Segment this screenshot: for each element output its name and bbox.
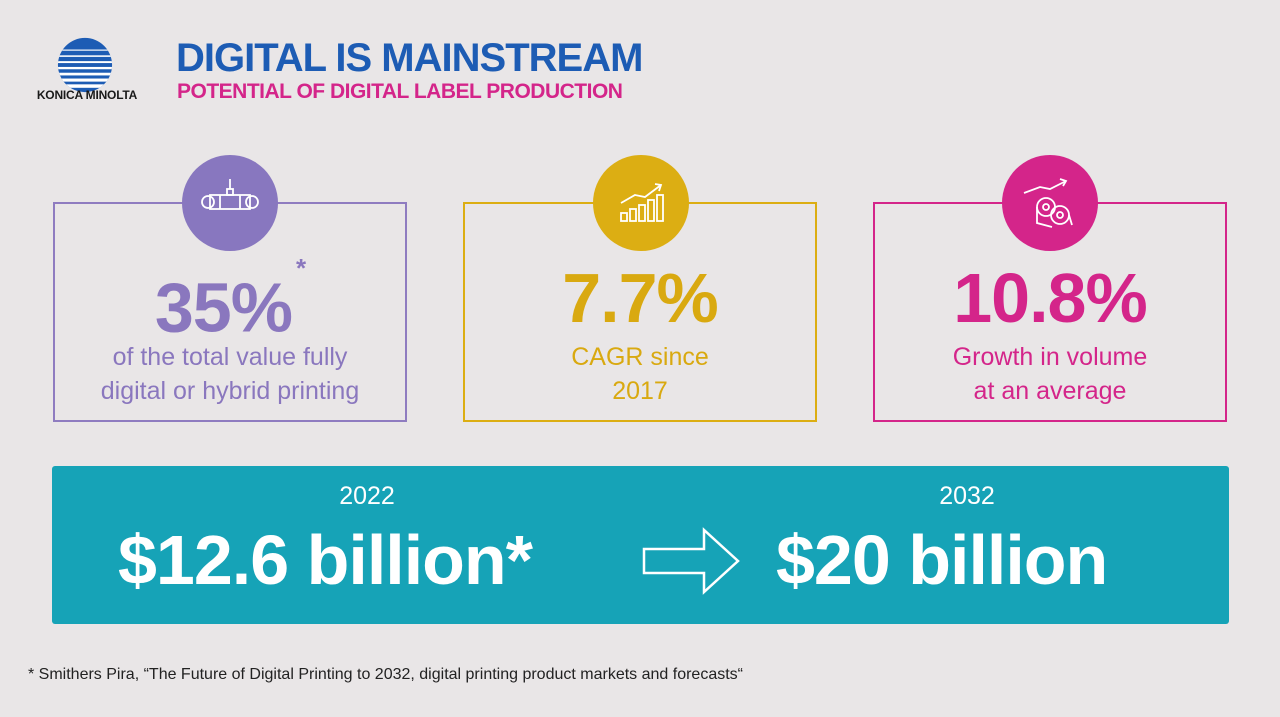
end-market-value: $20 billion: [776, 521, 1108, 599]
brand-logo: KONICA MINOLTA: [26, 36, 148, 106]
market-value-banner: 2022 $12.6 billion* 2032 $20 billion: [52, 466, 1229, 624]
end-year: 2032: [939, 482, 995, 510]
start-market-value: $12.6 billion*: [118, 521, 533, 599]
stat-value: 7.7%: [562, 259, 719, 337]
page-title: DIGITAL IS MAINSTREAM: [176, 36, 643, 80]
arrow-right-icon: [642, 527, 740, 595]
start-year: 2022: [339, 482, 395, 510]
stat-description: CAGR since 2017: [571, 343, 709, 405]
stat-description: of the total value fully digital or hybr…: [100, 343, 360, 405]
growth-bar-chart-icon: [593, 155, 689, 251]
stat-card-digital-share: 35%* of the total value fully digital or…: [53, 202, 407, 422]
footnote-marker: *: [295, 253, 306, 283]
stat-value: 35%*: [154, 253, 306, 347]
stat-card-cagr: 7.7% CAGR since 2017: [463, 202, 817, 422]
page-subtitle: POTENTIAL OF DIGITAL LABEL PRODUCTION: [177, 80, 623, 103]
label-rolls-growth-icon: [1002, 155, 1098, 251]
stat-value: 10.8%: [953, 259, 1147, 337]
source-footnote: * Smithers Pira, “The Future of Digital …: [28, 666, 743, 683]
globe-icon: [57, 37, 113, 93]
stat-card-volume-growth: 10.8% Growth in volume at an average: [873, 202, 1227, 422]
stat-description: Growth in volume at an average: [952, 343, 1148, 405]
printing-press-icon: [182, 155, 278, 251]
brand-name: KONICA MINOLTA: [36, 88, 138, 102]
